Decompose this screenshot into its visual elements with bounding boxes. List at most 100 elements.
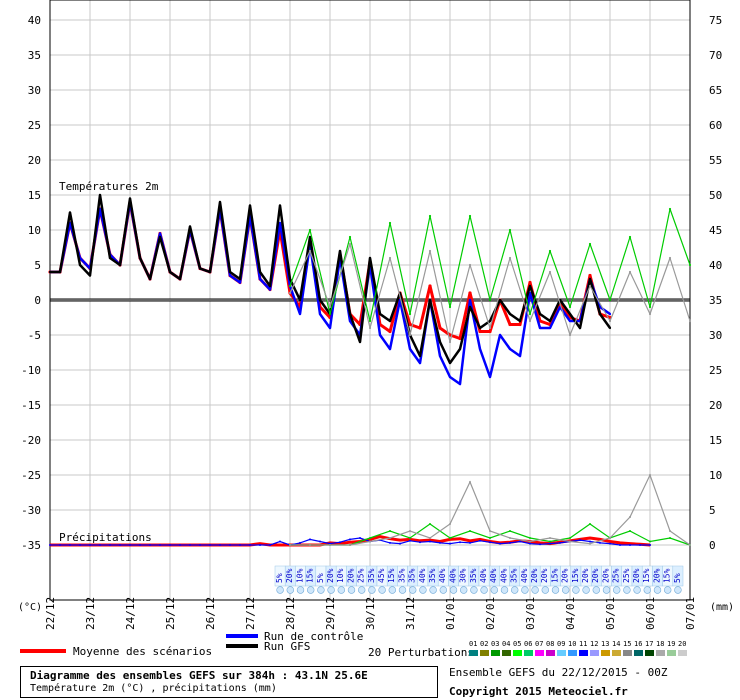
temp-point [588, 273, 592, 278]
left-tick-label: -10 [21, 364, 41, 377]
temp-point [498, 298, 502, 302]
plot-area-border [49, 0, 691, 601]
temp-point [688, 319, 692, 323]
perturbation-swatch [524, 650, 533, 656]
x-tick-label: 27/12 [244, 597, 257, 630]
precip-point [529, 537, 531, 539]
temp-point [428, 298, 432, 302]
temp-point [128, 197, 132, 200]
probability-label: 20% [540, 568, 549, 583]
left-tick-label: -35 [21, 539, 41, 552]
probability-label: 40% [448, 568, 457, 583]
snowflake-marker [663, 586, 672, 594]
probability-label: 20% [581, 568, 590, 583]
snowflake-marker [531, 586, 539, 594]
temp-point [338, 249, 342, 253]
temp-point [468, 291, 472, 295]
temp-point [188, 225, 192, 228]
temp-point [538, 312, 542, 316]
precip-point [549, 537, 551, 539]
temp-point [418, 361, 422, 365]
left-tick-label: 25 [28, 119, 41, 132]
right-tick-label: 15 [709, 434, 722, 447]
temp-point [148, 277, 152, 281]
temp-point [608, 298, 612, 302]
probability-label: 10% [295, 568, 304, 583]
temp-point [468, 263, 472, 267]
precip-point [49, 544, 51, 546]
left-tick-label: -20 [21, 434, 41, 447]
precip-point [559, 541, 561, 544]
temp-point [238, 277, 242, 281]
precip-point [489, 530, 491, 532]
precip-point [409, 539, 411, 542]
perturbation-swatch [667, 650, 676, 656]
precip-point [249, 544, 251, 546]
precip-point [449, 538, 451, 541]
x-tick-label: 25/12 [164, 597, 177, 630]
temp-point [68, 211, 72, 214]
precip-point [649, 540, 651, 543]
snowflake-marker [470, 586, 478, 594]
left-tick-label: -15 [21, 399, 41, 412]
right-tick-label: 50 [709, 189, 722, 202]
temp-point [348, 242, 352, 246]
temp-point [198, 267, 202, 270]
temp-point [478, 347, 482, 351]
snowflake-marker [592, 586, 600, 594]
footer-copyright: Copyright 2015 Meteociel.fr [449, 685, 628, 698]
left-tick-label: 15 [28, 189, 41, 202]
probability-label: 35% [428, 568, 437, 583]
precip-point [409, 537, 411, 539]
legend-mean-label: Moyenne des scénarios [73, 645, 212, 658]
temp-point [348, 312, 352, 316]
snowflake-marker [674, 586, 682, 594]
probability-label: 40% [489, 568, 498, 583]
perturbation-number: 02 [480, 640, 488, 648]
snowflake-marker [317, 586, 325, 594]
perturbation-number: 13 [601, 640, 609, 648]
temp-point [368, 326, 372, 330]
perturbation-number: 10 [568, 640, 576, 648]
left-axis-unit: (°C) [18, 602, 42, 613]
precip-point [239, 544, 241, 546]
left-tick-label: -30 [21, 504, 41, 517]
precip-point [549, 540, 551, 543]
perturbation-swatch [634, 650, 643, 656]
temp-point [668, 207, 672, 211]
precip-point [409, 538, 411, 541]
perturbation-number: 16 [634, 640, 642, 648]
snowflake-marker [561, 586, 570, 594]
precip-point [389, 530, 391, 532]
snowflake-marker [612, 586, 621, 594]
temp-point [348, 235, 352, 239]
precip-point [329, 544, 331, 546]
footer-title: Diagramme des ensembles GEFS sur 384h : … [30, 669, 368, 682]
temp-point [538, 326, 542, 330]
snowflake-marker [419, 586, 427, 594]
precip-probability-band: 5% 20% 10% 15% 5% 20% 10% 20% 25% 35% 45% 15% 35% 35%… [274, 565, 684, 594]
temp-point [348, 319, 352, 323]
probability-label: 25% [622, 568, 631, 583]
precip-point [399, 539, 401, 542]
probability-label: 35% [367, 568, 376, 583]
temp-point [508, 312, 512, 316]
probability-label: 30% [459, 568, 468, 583]
snowflake-marker [500, 586, 509, 594]
temp-point [568, 312, 572, 316]
precip-point [529, 542, 531, 545]
probability-label: 25% [612, 568, 621, 583]
x-tick-label: 06/01 [644, 597, 657, 630]
snowflake-marker [439, 586, 447, 594]
snowflake-marker [296, 586, 305, 594]
precip-point [549, 542, 551, 545]
precip-point [449, 542, 451, 545]
temp-point [88, 274, 92, 277]
temp-point [608, 326, 612, 330]
temp-point [608, 312, 612, 316]
precip-point [469, 541, 471, 544]
precip-point [649, 544, 651, 546]
temp-point [318, 298, 322, 302]
temp-point [138, 256, 142, 260]
temp-point [668, 256, 672, 260]
